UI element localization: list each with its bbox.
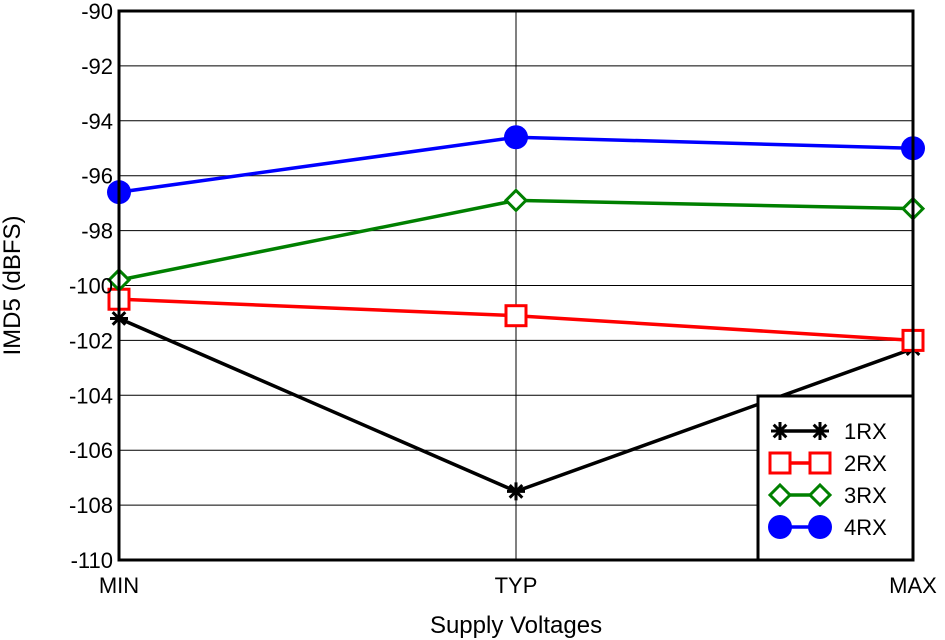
square-marker	[768, 451, 792, 475]
x-axis-title: Supply Voltages	[430, 612, 602, 639]
y-tick-label: -106	[69, 438, 113, 463]
legend-label: 3RX	[844, 483, 887, 508]
y-tick-label: -96	[81, 164, 113, 189]
x-tick-label: TYP	[495, 573, 538, 598]
asterisk-marker	[507, 482, 525, 501]
x-tick-label: MAX	[889, 573, 937, 598]
square-marker	[504, 304, 528, 328]
square-marker	[808, 451, 832, 475]
legend-item: 3RX	[767, 482, 887, 508]
circle-marker	[504, 125, 528, 150]
legend: 1RX 2RX 3RX 4RX	[756, 394, 915, 562]
x-tick-labels: MIN TYP MAX	[99, 573, 937, 598]
y-tick-label: -100	[69, 274, 113, 299]
y-tick-label: -90	[81, 0, 113, 24]
asterisk-marker	[811, 422, 829, 440]
y-tick-label: -98	[81, 219, 113, 244]
y-tick-label: -92	[81, 54, 113, 79]
circle-marker	[768, 515, 792, 539]
legend-label: 2RX	[844, 451, 887, 476]
series-3rx	[106, 188, 926, 293]
diamond-marker	[807, 482, 833, 508]
y-tick-label: -110	[71, 548, 113, 573]
y-tick-label: -102	[69, 328, 113, 353]
legend-item: 1RX	[771, 419, 887, 444]
diamond-marker	[767, 482, 793, 508]
y-axis-title: IMD5 (dBFS)	[0, 215, 26, 355]
legend-label: 4RX	[844, 515, 887, 540]
legend-item: 2RX	[768, 451, 887, 476]
legend-label: 1RX	[844, 419, 887, 444]
circle-marker	[808, 515, 832, 539]
legend-item: 4RX	[768, 515, 887, 540]
diamond-marker	[503, 188, 529, 213]
y-tick-labels: -90 -92 -94 -96 -98 -100 -102 -104 -106 -108 -110	[69, 0, 113, 573]
y-tick-label: -94	[81, 109, 113, 134]
y-tick-label: -104	[69, 383, 113, 408]
y-tick-label: -108	[69, 493, 113, 518]
plot-frame	[117, 9, 915, 562]
asterisk-marker	[771, 422, 789, 440]
x-tick-label: MIN	[99, 573, 139, 598]
